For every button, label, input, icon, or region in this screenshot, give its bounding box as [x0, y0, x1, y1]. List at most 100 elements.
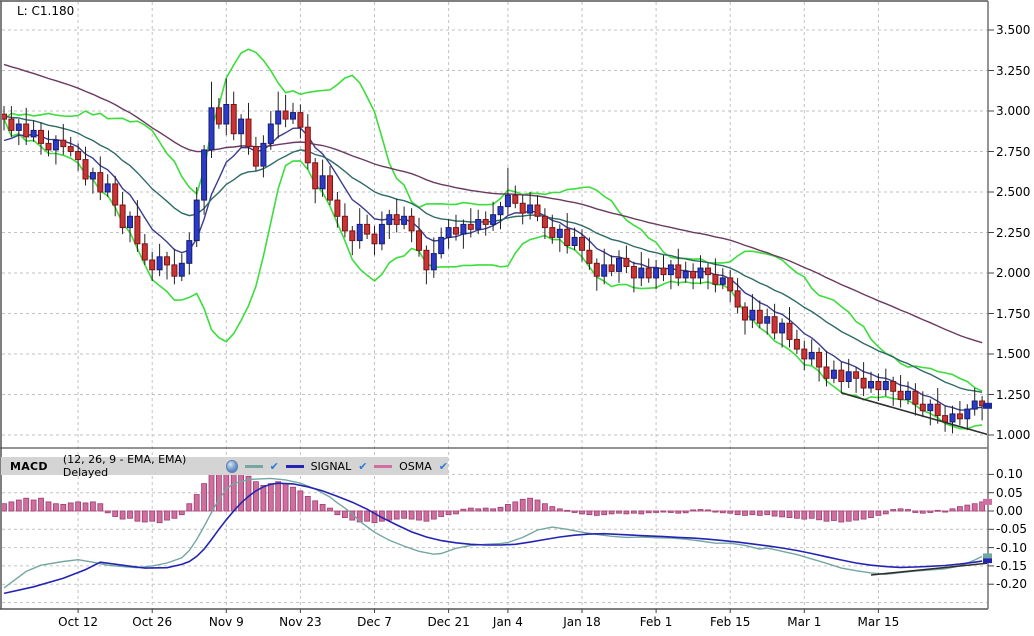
- candle-body: [349, 230, 356, 242]
- candle-body: [156, 256, 163, 271]
- candle-body: [460, 223, 467, 235]
- candle-body: [475, 219, 482, 230]
- macd-indicator-title: MACD: [10, 459, 48, 473]
- candle-body: [897, 390, 904, 400]
- time-axis-label: Mar 1: [787, 615, 822, 629]
- osma-bar: [779, 510, 785, 518]
- candle-body: [8, 118, 15, 131]
- candle-body: [490, 214, 497, 225]
- osma-bar: [645, 510, 652, 514]
- delayed-data-icon[interactable]: [226, 459, 238, 473]
- osma-bar: [297, 490, 304, 512]
- candle-body: [949, 413, 956, 423]
- osma-bar: [127, 510, 133, 519]
- osma-bar: [23, 497, 30, 512]
- candle-body: [719, 277, 726, 285]
- price-axis-label: 1.000: [996, 428, 1031, 442]
- osma-bar: [593, 510, 600, 516]
- osma-bar: [490, 508, 497, 512]
- osma-bar: [660, 510, 667, 513]
- osma-label: OSMA: [399, 459, 432, 473]
- candle-body: [853, 371, 860, 379]
- candle-body: [141, 243, 148, 261]
- candle-body: [667, 264, 674, 276]
- candle-body: [579, 236, 585, 251]
- candle-body: [104, 183, 111, 193]
- osma-bar: [823, 510, 830, 522]
- candle-body: [845, 371, 852, 382]
- price-axis-label: 3.000: [996, 104, 1031, 118]
- price-trendline[interactable]: [841, 392, 989, 436]
- macd-visible-checkbox[interactable]: ✔: [269, 459, 279, 473]
- osma-bar: [104, 510, 111, 514]
- candle-body: [934, 403, 941, 417]
- candle-body: [38, 129, 44, 144]
- candle-body: [260, 142, 267, 167]
- time-axis-label: Nov 23: [279, 615, 322, 629]
- candle-body: [512, 194, 519, 204]
- signal-line: [3, 482, 983, 595]
- osma-bar: [653, 510, 659, 513]
- candle-body: [67, 146, 74, 153]
- osma-bar: [304, 495, 311, 512]
- osma-bar: [719, 510, 726, 514]
- signal-visible-checkbox[interactable]: ✔: [358, 459, 368, 473]
- osma-bar: [319, 503, 326, 512]
- osma-visible-checkbox[interactable]: ✔: [438, 459, 448, 473]
- price-axis-label: 2.000: [996, 266, 1031, 280]
- price-panel: [2, 48, 989, 436]
- time-axis-label: Jan 18: [563, 615, 601, 629]
- candle-body: [808, 351, 815, 360]
- axis-value-markers: [983, 402, 992, 564]
- candle-body: [830, 369, 837, 379]
- candle-body: [705, 267, 711, 276]
- osma-bar: [75, 501, 81, 512]
- osma-bar: [608, 510, 615, 515]
- osma-bar: [534, 499, 541, 512]
- candle-body: [919, 403, 926, 412]
- osma-bar: [905, 509, 911, 512]
- candle-body: [593, 262, 600, 277]
- osma-bar: [312, 500, 319, 512]
- candle-body: [541, 215, 548, 229]
- candle-body: [727, 277, 734, 292]
- candle-body: [875, 381, 882, 391]
- candle-body: [119, 204, 126, 229]
- candle-body: [341, 215, 348, 232]
- osma-bar: [860, 510, 867, 520]
- candle-body: [386, 214, 393, 225]
- candle-body: [371, 233, 378, 245]
- candle-body: [45, 142, 52, 151]
- candle-body: [645, 267, 652, 279]
- osma-bar: [675, 510, 682, 514]
- bollinger-lower-band: [3, 118, 983, 430]
- candle-body: [312, 162, 319, 190]
- macd-trendline[interactable]: [870, 562, 990, 576]
- price-axis-label: 2.500: [996, 185, 1031, 199]
- osma-bar: [334, 510, 341, 516]
- osma-bar: [82, 502, 89, 512]
- candle-body: [401, 215, 408, 225]
- candle-body: [771, 316, 778, 334]
- candle-body: [334, 199, 341, 217]
- osma-bar: [97, 503, 104, 512]
- candle-body: [764, 316, 771, 324]
- candle-body: [823, 366, 830, 379]
- osma-bar: [67, 502, 74, 512]
- price-axis-label: 1.750: [996, 306, 1031, 321]
- osma-bar: [186, 503, 193, 512]
- candle-body: [890, 381, 897, 392]
- macd-axis-label: 0.05: [996, 485, 1023, 500]
- candle-body: [527, 204, 534, 214]
- osma-bar: [556, 508, 563, 512]
- candle-body: [927, 403, 934, 412]
- candle-body: [556, 228, 563, 238]
- candle-body: [734, 290, 741, 308]
- osma-bar: [912, 510, 919, 513]
- osma-bar: [934, 509, 941, 512]
- osma-bar: [290, 486, 296, 512]
- osma-bar: [527, 497, 533, 512]
- candle-body: [660, 267, 667, 276]
- osma-bar: [794, 510, 800, 519]
